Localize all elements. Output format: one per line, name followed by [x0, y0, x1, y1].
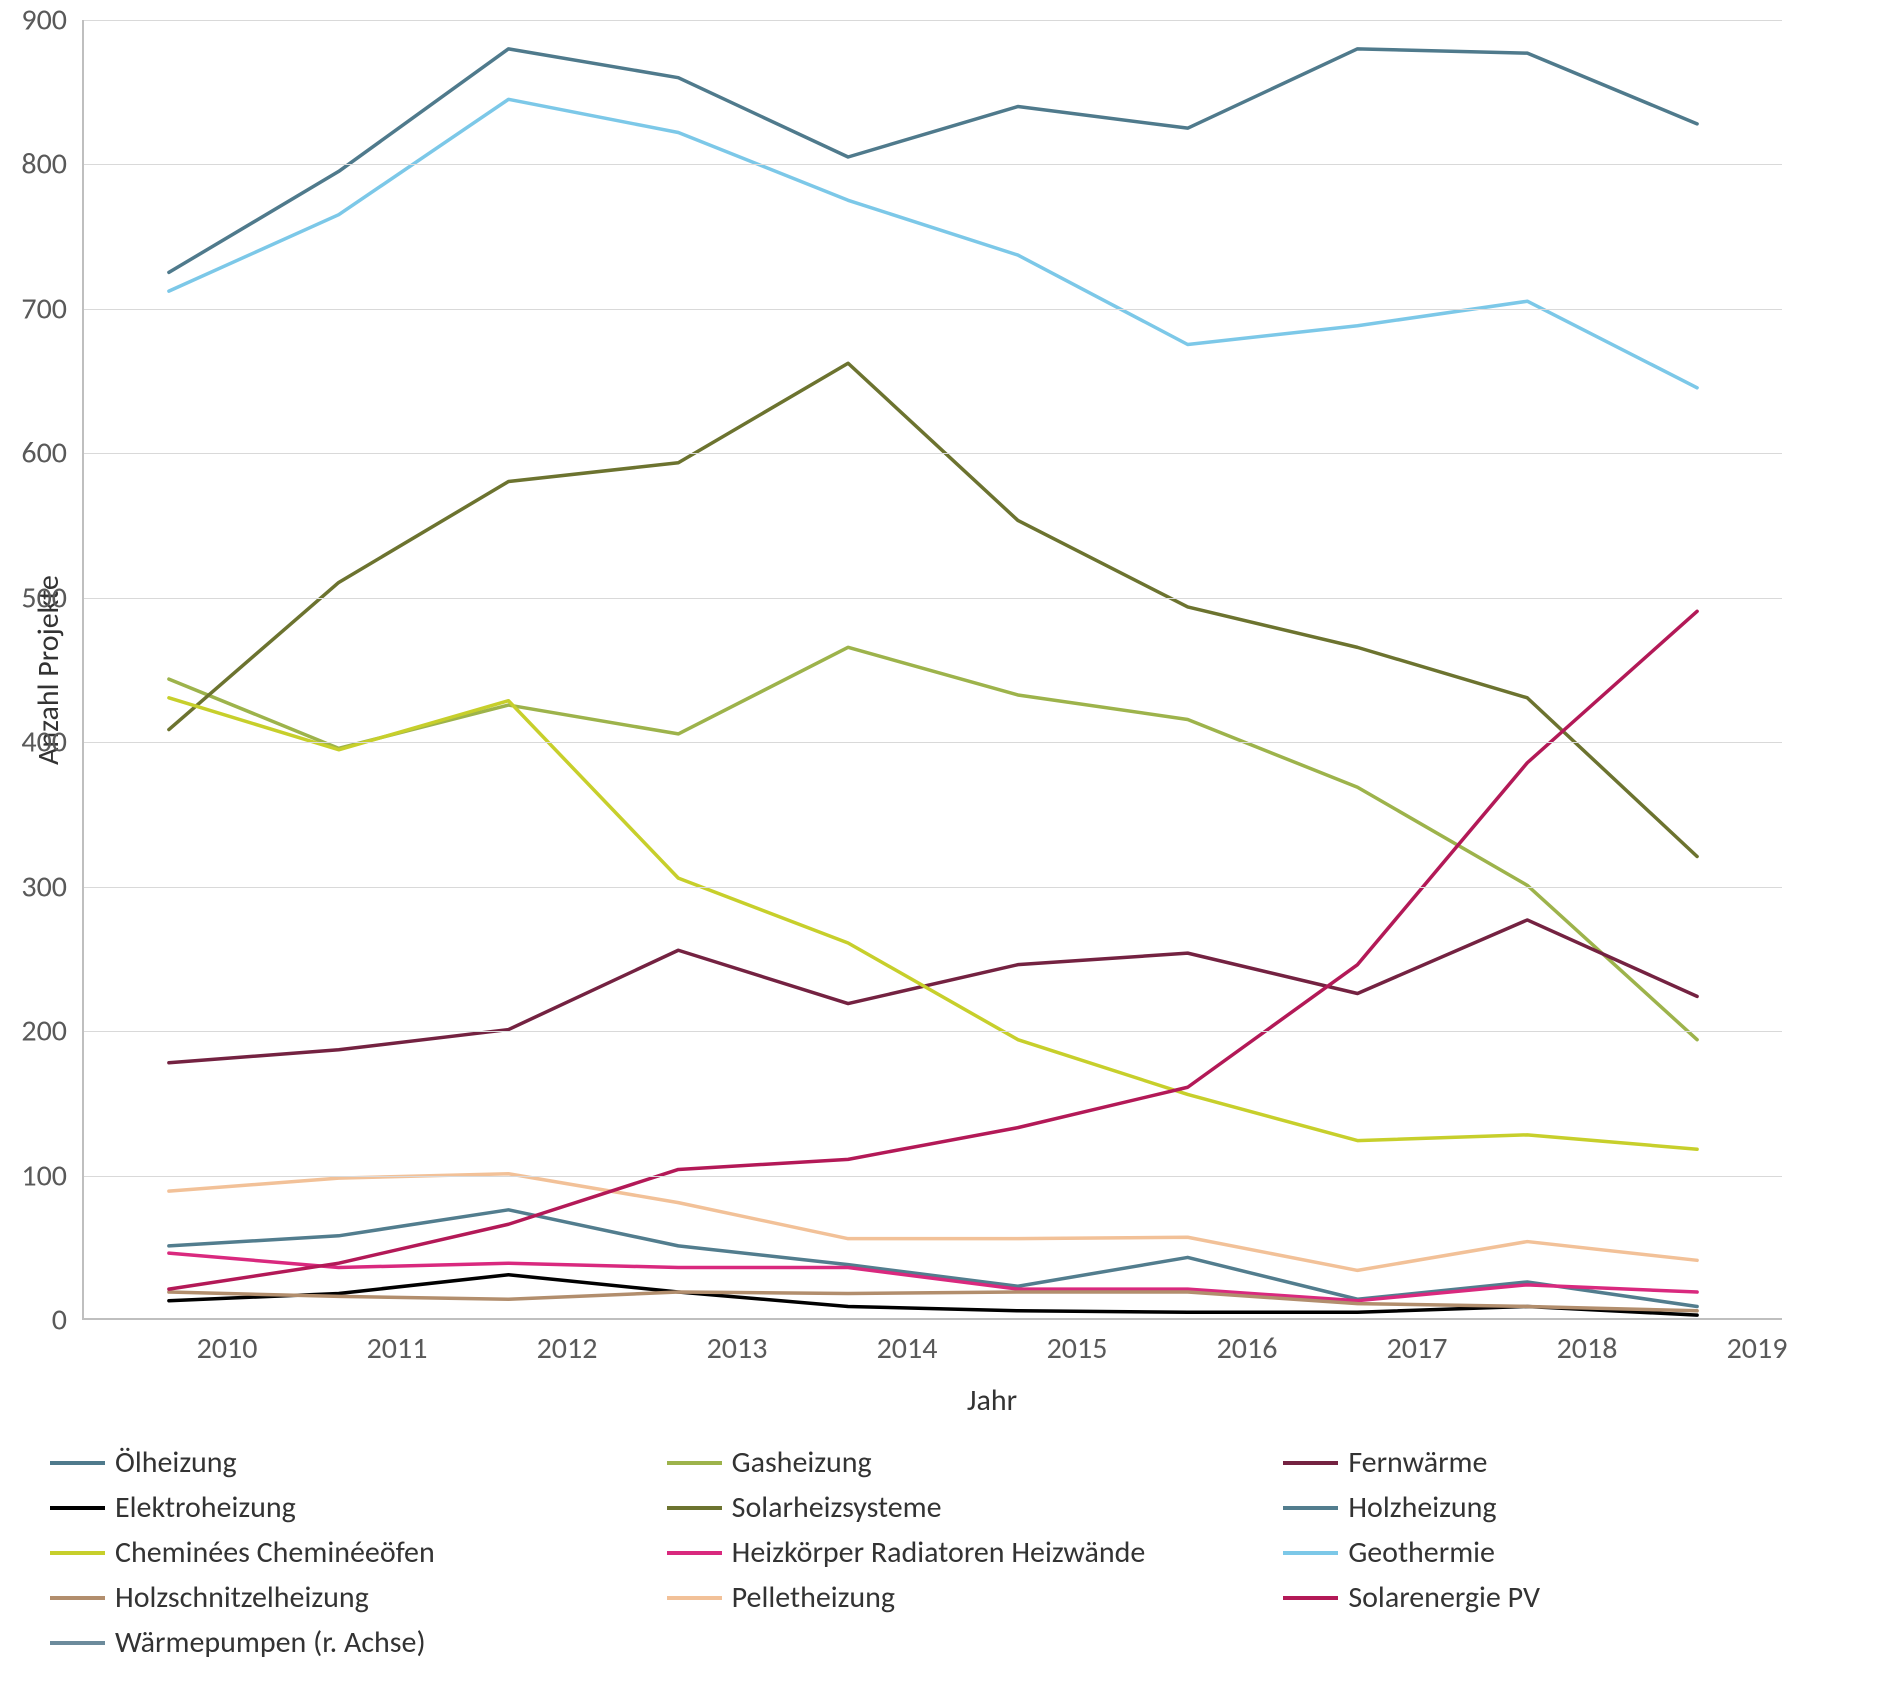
legend-item: Geothermie: [1283, 1534, 1880, 1571]
legend-swatch: [50, 1506, 105, 1510]
y-tick: 100: [21, 1157, 67, 1194]
y-axis-label: Anzahl Projekte: [20, 20, 67, 1320]
legend-label: Holzschnitzelheizung: [115, 1579, 369, 1616]
x-tick: 2017: [1332, 1330, 1502, 1367]
plot-area: [82, 20, 1782, 1320]
legend-item: Holzheizung: [1283, 1489, 1880, 1526]
legend-label: Wärmepumpen (r. Achse): [115, 1624, 426, 1661]
grid-line: [84, 20, 1782, 21]
grid-line: [84, 887, 1782, 888]
grid-line: [84, 453, 1782, 454]
legend-item: Solarenergie PV: [1283, 1579, 1880, 1616]
legend-label: Holzheizung: [1348, 1489, 1496, 1526]
legend-label: Solarheizsysteme: [732, 1489, 942, 1526]
y-tick: 600: [21, 435, 67, 472]
legend-item: Holzschnitzelheizung: [50, 1579, 647, 1616]
legend-label: Ölheizung: [115, 1444, 237, 1481]
line-chart: Anzahl Projekte 010020030040050060070080…: [20, 20, 1884, 1661]
grid-line: [84, 598, 1782, 599]
legend-swatch: [667, 1461, 722, 1465]
legend-label: Solarenergie PV: [1348, 1579, 1540, 1616]
y-tick: 900: [21, 2, 67, 39]
y-tick: 300: [21, 868, 67, 905]
x-tick: 2010: [142, 1330, 312, 1367]
series-line: [169, 698, 1697, 1149]
legend-swatch: [50, 1461, 105, 1465]
legend-swatch: [667, 1551, 722, 1555]
legend-item: Fernwärme: [1283, 1444, 1880, 1481]
y-tick: 400: [21, 724, 67, 761]
x-tick: 2016: [1162, 1330, 1332, 1367]
legend-swatch: [667, 1506, 722, 1510]
y-tick: 0: [52, 1302, 67, 1339]
legend-label: Heizkörper Radiatoren Heizwände: [732, 1534, 1146, 1571]
series-line: [169, 1275, 1697, 1315]
chart-legend: Ölheizung Gasheizung Fernwärme Elektroheizu…: [50, 1444, 1880, 1661]
y-tick: 200: [21, 1013, 67, 1050]
legend-swatch: [50, 1641, 105, 1645]
x-axis-ticks: 2010201120122013201420152016201720182019: [142, 1320, 1842, 1367]
x-tick: 2019: [1672, 1330, 1842, 1367]
legend-swatch: [667, 1596, 722, 1600]
series-line: [169, 1174, 1697, 1271]
legend-label: Gasheizung: [732, 1444, 872, 1481]
legend-label: Cheminées Cheminéeöfen: [115, 1534, 435, 1571]
legend-swatch: [1283, 1506, 1338, 1510]
legend-item: Cheminées Cheminéeöfen: [50, 1534, 647, 1571]
legend-item: Heizkörper Radiatoren Heizwände: [667, 1534, 1264, 1571]
legend-item: Ölheizung: [50, 1444, 647, 1481]
legend-swatch: [1283, 1551, 1338, 1555]
legend-item: Gasheizung: [667, 1444, 1264, 1481]
x-tick: 2013: [652, 1330, 822, 1367]
legend-swatch: [50, 1551, 105, 1555]
legend-swatch: [1283, 1461, 1338, 1465]
legend-item: Elektroheizung: [50, 1489, 647, 1526]
grid-line: [84, 1176, 1782, 1177]
legend-label: Fernwärme: [1348, 1444, 1487, 1481]
legend-label: Pelletheizung: [732, 1579, 895, 1616]
x-tick: 2014: [822, 1330, 992, 1367]
legend-swatch: [50, 1596, 105, 1600]
grid-line: [84, 742, 1782, 743]
x-tick: 2011: [312, 1330, 482, 1367]
chart-lines: [84, 20, 1782, 1318]
x-tick: 2018: [1502, 1330, 1672, 1367]
y-axis-ticks: 0100200300400500600700800900: [67, 20, 82, 1320]
legend-label: Elektroheizung: [115, 1489, 296, 1526]
legend-label: Geothermie: [1348, 1534, 1495, 1571]
series-line: [169, 99, 1697, 387]
grid-line: [84, 164, 1782, 165]
series-line: [169, 611, 1697, 1289]
y-tick: 800: [21, 146, 67, 183]
grid-line: [84, 309, 1782, 310]
legend-item: Wärmepumpen (r. Achse): [50, 1624, 647, 1661]
x-tick: 2015: [992, 1330, 1162, 1367]
plot-wrapper: Anzahl Projekte 010020030040050060070080…: [20, 20, 1884, 1320]
series-line: [169, 363, 1697, 856]
x-tick: 2012: [482, 1330, 652, 1367]
series-line: [169, 647, 1697, 1039]
legend-swatch: [1283, 1596, 1338, 1600]
x-axis-label: Jahr: [142, 1382, 1842, 1419]
legend-item: Pelletheizung: [667, 1579, 1264, 1616]
grid-line: [84, 1031, 1782, 1032]
y-tick: 500: [21, 579, 67, 616]
series-line: [169, 49, 1697, 273]
legend-item: Solarheizsysteme: [667, 1489, 1264, 1526]
y-tick: 700: [21, 290, 67, 327]
